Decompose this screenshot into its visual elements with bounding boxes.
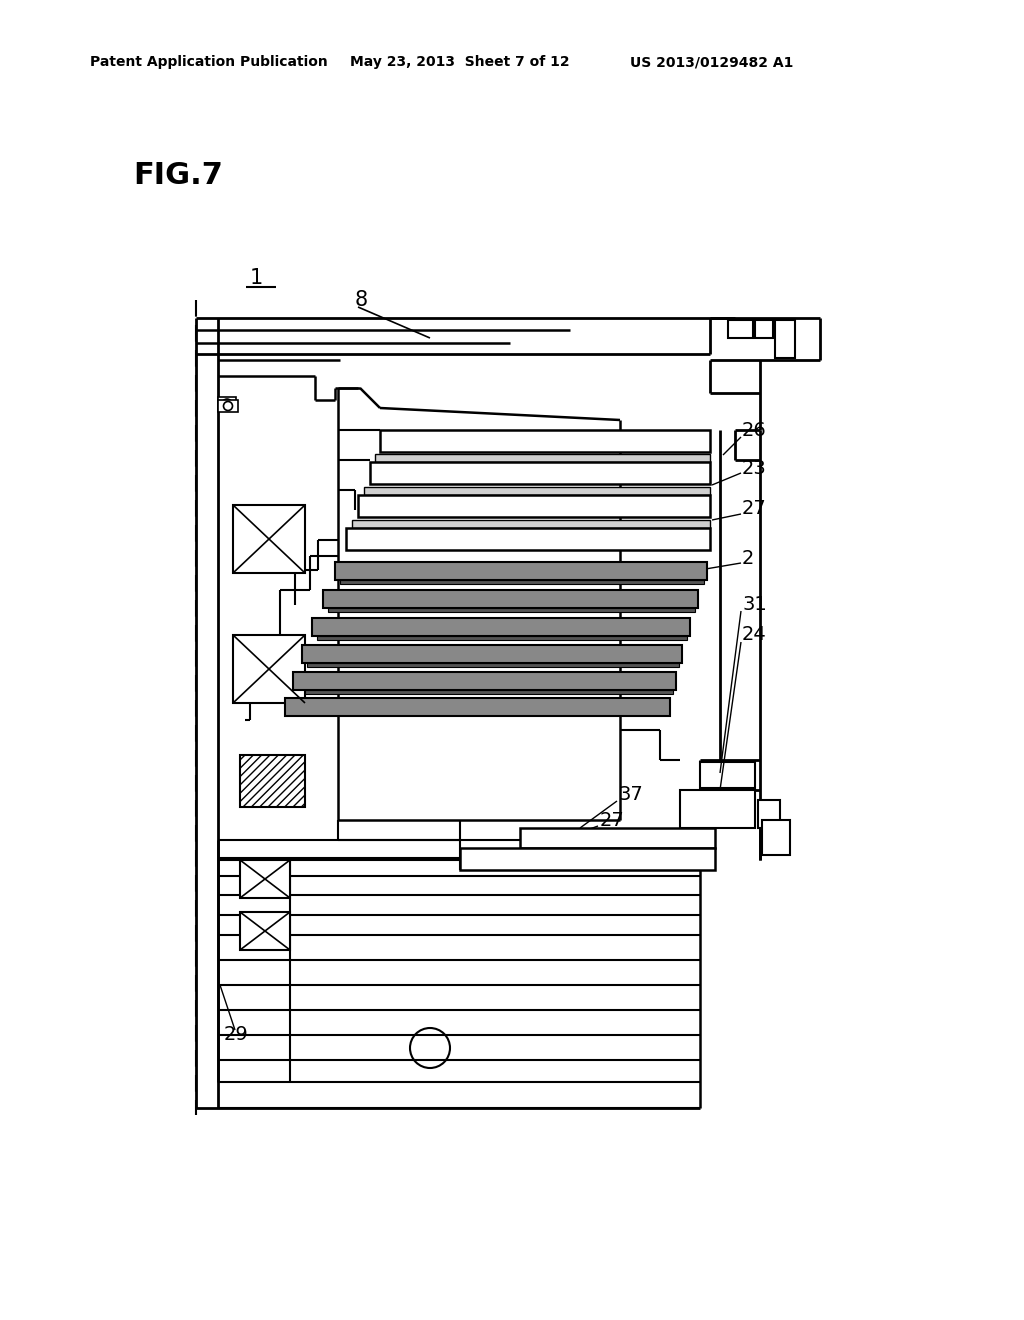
Bar: [328, 609, 695, 612]
Bar: [520, 828, 715, 847]
Bar: [218, 400, 238, 412]
Bar: [240, 861, 290, 898]
Bar: [762, 820, 790, 855]
Text: 31: 31: [742, 595, 767, 615]
Bar: [240, 912, 290, 950]
Text: US 2013/0129482 A1: US 2013/0129482 A1: [630, 55, 794, 69]
Bar: [758, 800, 780, 828]
Bar: [346, 528, 710, 550]
Text: 29: 29: [224, 1026, 249, 1044]
Bar: [335, 562, 707, 579]
Bar: [233, 635, 305, 704]
Text: 26: 26: [742, 421, 767, 440]
Bar: [364, 487, 710, 495]
Text: 27: 27: [600, 810, 625, 829]
Text: 37: 37: [618, 785, 643, 804]
Bar: [700, 762, 755, 788]
Bar: [375, 454, 710, 462]
Text: May 23, 2013  Sheet 7 of 12: May 23, 2013 Sheet 7 of 12: [350, 55, 569, 69]
Bar: [307, 663, 679, 667]
Bar: [218, 397, 236, 411]
Bar: [302, 645, 682, 663]
Bar: [370, 462, 710, 484]
Bar: [775, 319, 795, 358]
Bar: [680, 789, 755, 828]
Bar: [358, 495, 710, 517]
Bar: [285, 698, 670, 715]
Bar: [728, 319, 753, 338]
Bar: [340, 579, 705, 583]
Text: 23: 23: [742, 458, 767, 478]
Bar: [323, 590, 698, 609]
Bar: [755, 319, 773, 338]
Text: 1: 1: [250, 268, 263, 288]
Text: 24: 24: [742, 626, 767, 644]
Bar: [352, 520, 710, 528]
Bar: [312, 618, 690, 636]
Bar: [460, 847, 715, 870]
Text: 8: 8: [355, 290, 368, 310]
Text: 38: 38: [592, 838, 616, 858]
Bar: [298, 690, 673, 694]
Bar: [380, 430, 710, 451]
Bar: [240, 755, 305, 807]
Bar: [233, 506, 305, 573]
Text: 2: 2: [742, 549, 755, 568]
Text: 27: 27: [742, 499, 767, 517]
Text: FIG.7: FIG.7: [133, 161, 223, 190]
Bar: [293, 672, 676, 690]
Text: Patent Application Publication: Patent Application Publication: [90, 55, 328, 69]
Bar: [317, 636, 687, 640]
